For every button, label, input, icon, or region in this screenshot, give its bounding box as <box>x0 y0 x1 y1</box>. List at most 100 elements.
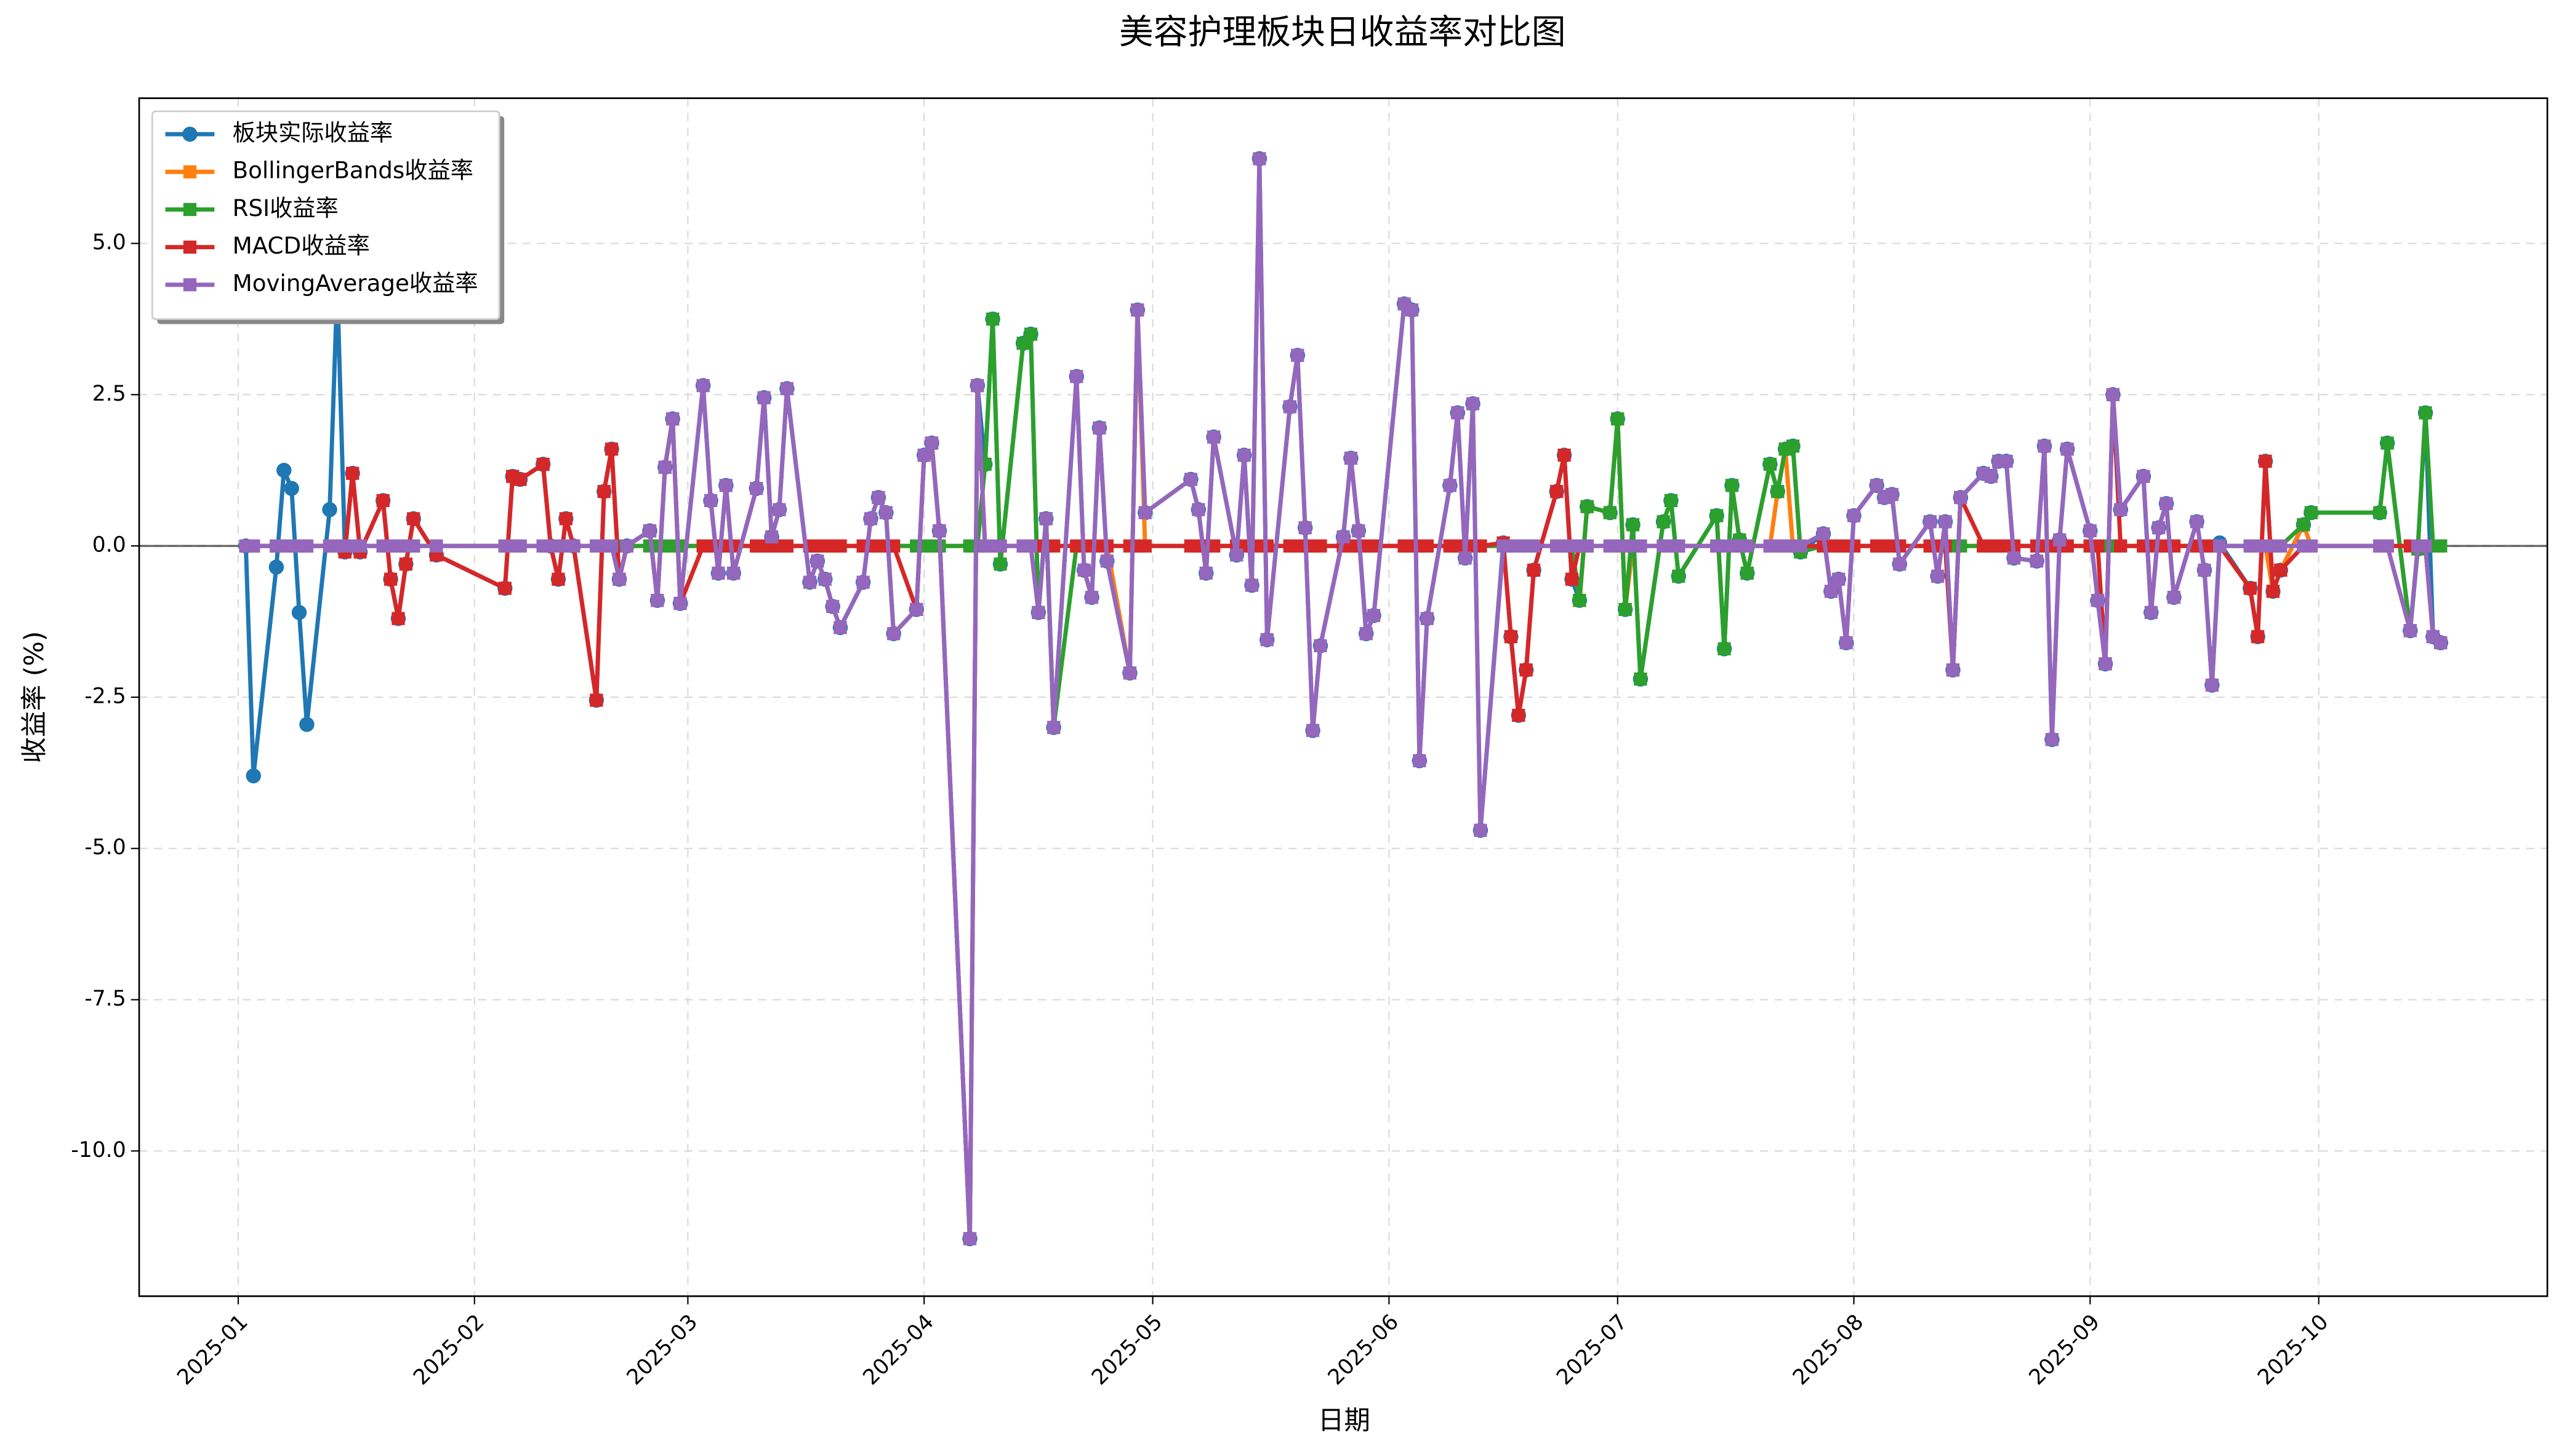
point <box>1512 708 1525 722</box>
point <box>1923 515 1937 529</box>
point <box>696 378 710 393</box>
point <box>1946 663 1960 677</box>
point <box>2380 436 2394 450</box>
point <box>933 524 946 538</box>
point <box>1763 457 1777 471</box>
point <box>1786 439 1800 453</box>
point <box>712 566 725 580</box>
point <box>1237 449 1251 462</box>
point <box>2060 442 2074 456</box>
plot-frame <box>138 97 2549 1297</box>
point <box>1024 327 1038 341</box>
point <box>1634 539 1647 553</box>
point <box>284 481 299 496</box>
point <box>430 539 443 553</box>
y-tick-label: -5.0 <box>84 835 126 860</box>
point <box>2373 506 2387 519</box>
point <box>2274 539 2288 553</box>
point <box>299 716 315 732</box>
point <box>879 506 893 519</box>
point <box>2038 439 2051 453</box>
point <box>2114 539 2127 553</box>
point <box>834 621 847 634</box>
point <box>291 605 307 620</box>
point <box>2403 624 2417 638</box>
point <box>2152 521 2166 535</box>
point <box>2137 470 2150 483</box>
point <box>780 382 793 396</box>
point <box>1352 524 1365 538</box>
point <box>1474 823 1487 837</box>
point <box>2083 524 2097 538</box>
y-tick-label: 5.0 <box>92 230 126 255</box>
point <box>757 391 771 404</box>
point <box>1634 672 1647 686</box>
point <box>2434 539 2448 553</box>
point <box>2251 630 2265 644</box>
point <box>2213 539 2227 553</box>
point <box>1046 539 1061 553</box>
point <box>1527 539 1541 553</box>
point <box>1367 539 1381 553</box>
point <box>1893 557 1906 571</box>
point <box>300 539 314 553</box>
point <box>2243 582 2257 595</box>
legend-marker <box>183 240 197 254</box>
point <box>1192 503 1205 516</box>
point <box>811 554 824 568</box>
point <box>1207 539 1221 553</box>
point <box>727 566 741 580</box>
point <box>1984 470 1998 483</box>
point <box>1100 554 1114 568</box>
point <box>1664 494 1678 508</box>
point <box>2114 503 2127 516</box>
point <box>2091 593 2105 607</box>
point <box>1070 370 1083 383</box>
point <box>1298 521 1312 535</box>
chart-title: 美容护理板块日收益率对比图 <box>1119 12 1566 52</box>
point <box>1420 539 1434 553</box>
point <box>1870 479 1884 492</box>
point <box>673 596 687 610</box>
point <box>1725 479 1739 492</box>
legend-label: MovingAverage收益率 <box>233 270 478 297</box>
point <box>2198 563 2211 577</box>
point <box>1085 591 1099 604</box>
point <box>1672 539 1685 553</box>
point <box>1626 518 1640 532</box>
point <box>1565 572 1579 586</box>
y-tick-label: -10.0 <box>71 1138 126 1162</box>
point <box>2304 539 2318 553</box>
point <box>1077 563 1091 577</box>
point <box>1093 421 1106 435</box>
point <box>1283 400 1297 414</box>
point <box>1504 630 1518 644</box>
point <box>1938 515 1952 529</box>
point <box>1794 539 1807 553</box>
point <box>376 494 390 508</box>
point <box>1199 566 1213 580</box>
point <box>1443 479 1457 492</box>
point <box>1405 303 1419 317</box>
point <box>2419 539 2432 553</box>
point <box>1458 551 1472 565</box>
point <box>1451 406 1464 420</box>
legend: 板块实际收益率 BollingerBands收益率 RSI收益率 MACD收益率 Mov… <box>151 110 505 324</box>
point <box>1359 627 1373 641</box>
point <box>1039 512 1053 526</box>
point <box>2030 554 2044 568</box>
point <box>1260 633 1274 647</box>
point <box>1519 663 1533 677</box>
point <box>1657 515 1670 529</box>
y-tick-label: 2.5 <box>92 382 126 406</box>
point <box>765 530 779 544</box>
point <box>605 539 619 553</box>
point <box>1824 585 1838 598</box>
point <box>1832 572 1846 586</box>
point <box>513 539 527 553</box>
y-tick-label: 0.0 <box>92 533 126 558</box>
point <box>1611 412 1625 426</box>
point <box>1138 539 1152 553</box>
